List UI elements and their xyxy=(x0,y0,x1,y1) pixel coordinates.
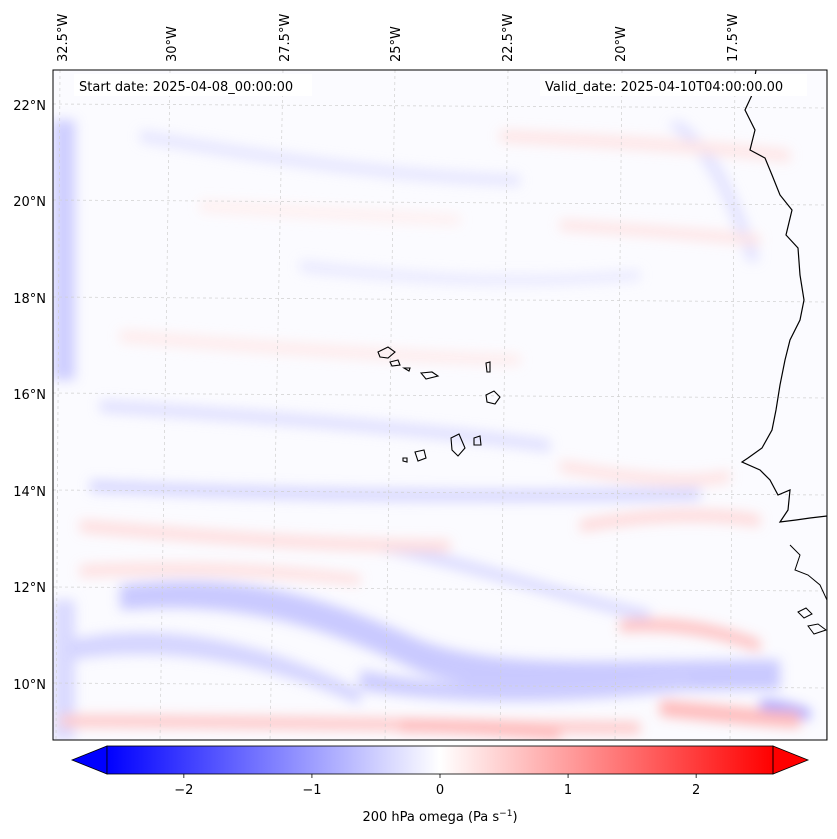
colorbar-min-extend xyxy=(70,745,108,775)
omega-field xyxy=(53,70,827,740)
africa-coastline xyxy=(740,70,827,740)
lat-label-22n: 22°N xyxy=(13,99,46,114)
colorbar-gradient xyxy=(107,746,773,774)
colorbar-tick-label: 1 xyxy=(564,783,572,798)
lon-label-20w: 20°W xyxy=(614,26,629,62)
colorbar-tick-label: 2 xyxy=(692,783,700,798)
colorbar: −2 −1 0 1 2 200 hPa omega (Pa s−1) xyxy=(70,745,810,825)
lat-label-20n: 20°N xyxy=(13,195,46,210)
start-date-label: Start date: 2025-04-08_00:00:00 xyxy=(79,80,293,95)
lat-label-12n: 12°N xyxy=(13,581,46,596)
valid-date-label: Valid_date: 2025-04-10T04:00:00.00 xyxy=(545,80,783,95)
lat-label-14n: 14°N xyxy=(13,485,46,500)
lon-label-30w: 30°W xyxy=(165,26,180,62)
lat-label-10n: 10°N xyxy=(13,678,46,693)
colorbar-label: 200 hPa omega (Pa s−1) xyxy=(362,809,517,825)
colorbar-max-extend xyxy=(772,745,810,775)
lon-label-17-5w: 17.5°W xyxy=(726,14,741,62)
cape-verde-islands xyxy=(377,346,501,463)
colorbar-tick-label: −1 xyxy=(302,783,321,798)
colorbar-tick-label: 0 xyxy=(436,783,444,798)
lon-label-25w: 25°W xyxy=(389,26,404,62)
lon-label-27-5w: 27.5°W xyxy=(278,14,293,62)
lat-label-16n: 16°N xyxy=(13,388,46,403)
colorbar-ticks: −2 −1 0 1 2 xyxy=(174,774,700,798)
map-frame xyxy=(52,69,828,741)
lon-label-22-5w: 22.5°W xyxy=(501,14,516,62)
lon-label-32-5w: 32.5°W xyxy=(56,14,71,62)
colorbar-tick-label: −2 xyxy=(174,783,193,798)
graticule xyxy=(53,70,827,740)
lat-label-18n: 18°N xyxy=(13,292,46,307)
